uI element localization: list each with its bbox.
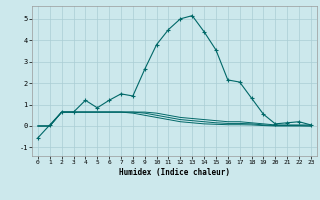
X-axis label: Humidex (Indice chaleur): Humidex (Indice chaleur) — [119, 168, 230, 177]
